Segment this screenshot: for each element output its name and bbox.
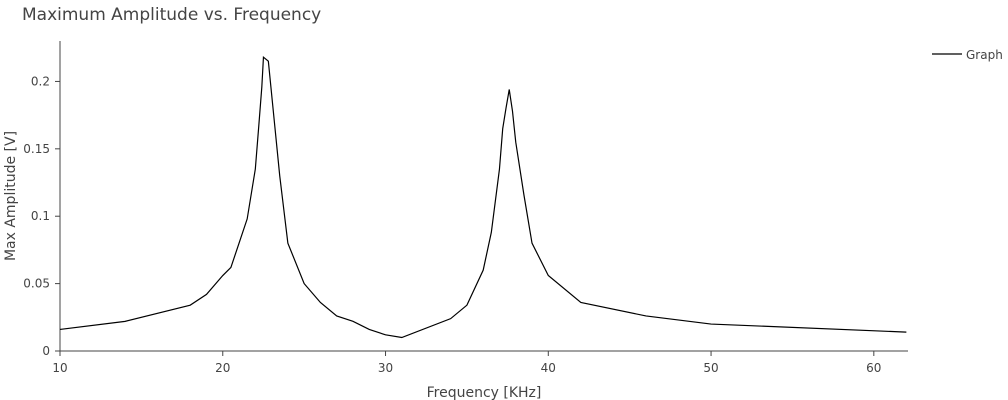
y-tick-label: 0 — [42, 344, 50, 358]
chart-title: Maximum Amplitude vs. Frequency — [22, 5, 321, 25]
y-tick-label: 0.05 — [23, 277, 50, 291]
x-axis-label: Frequency [KHz] — [427, 385, 542, 400]
y-tick-label: 0.2 — [31, 74, 50, 88]
x-tick-label: 40 — [541, 361, 556, 375]
legend: Graph — [932, 48, 1003, 62]
x-tick-label: 50 — [703, 361, 718, 375]
y-axis-label: Max Amplitude [V] — [3, 131, 19, 261]
x-tick-label: 60 — [866, 361, 881, 375]
y-tick-label: 0.15 — [23, 142, 50, 156]
legend-label-graph: Graph — [966, 48, 1003, 62]
series-points — [60, 57, 906, 337]
x-tick-label: 10 — [52, 361, 67, 375]
x-axis-ticks: 10 20 30 40 50 60 — [52, 351, 881, 375]
y-axis-ticks: 0 0.05 0.1 0.15 0.2 — [23, 74, 60, 358]
y-tick-label: 0.1 — [31, 209, 50, 223]
x-tick-label: 20 — [215, 361, 230, 375]
series-line-graph — [59, 55, 907, 339]
x-tick-label: 30 — [378, 361, 393, 375]
